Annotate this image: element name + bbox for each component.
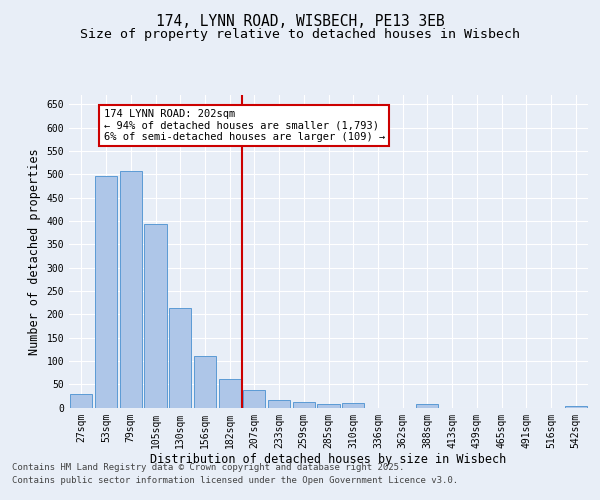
Bar (317, 404, 340, 407)
Bar (70, 394, 92, 407)
Bar (194, 356, 216, 408)
X-axis label: Distribution of detached houses by size in Wisbech: Distribution of detached houses by size … (151, 453, 506, 466)
Bar (95, 176, 117, 408)
Bar (119, 171, 142, 408)
Bar (218, 378, 241, 408)
Bar (145, 224, 167, 408)
Text: Contains public sector information licensed under the Open Government Licence v3: Contains public sector information licen… (12, 476, 458, 485)
Text: 174 LYNN ROAD: 202sqm
← 94% of detached houses are smaller (1,793)
6% of semi-de: 174 LYNN ROAD: 202sqm ← 94% of detached … (104, 109, 385, 142)
Text: Contains HM Land Registry data © Crown copyright and database right 2025.: Contains HM Land Registry data © Crown c… (12, 462, 404, 471)
Bar (416, 404, 439, 407)
Text: 174, LYNN ROAD, WISBECH, PE13 3EB: 174, LYNN ROAD, WISBECH, PE13 3EB (155, 14, 445, 29)
Bar (268, 400, 290, 407)
Y-axis label: Number of detached properties: Number of detached properties (28, 148, 41, 354)
Bar (342, 404, 364, 407)
Bar (169, 308, 191, 408)
Bar (293, 402, 315, 407)
Bar (565, 406, 587, 407)
Bar (243, 390, 265, 407)
Text: Size of property relative to detached houses in Wisbech: Size of property relative to detached ho… (80, 28, 520, 41)
